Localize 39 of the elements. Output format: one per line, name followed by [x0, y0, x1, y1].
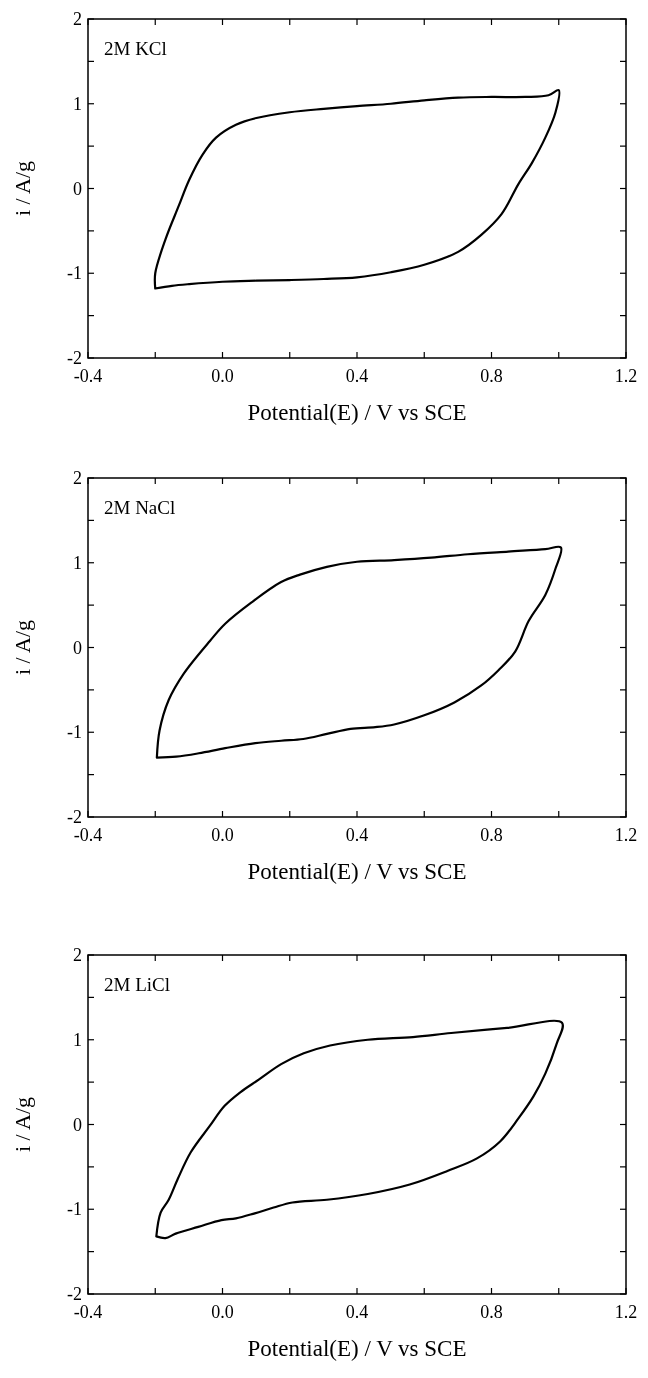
x-tick-label: 0.0: [211, 1302, 234, 1322]
annotation: 2M KCl: [104, 38, 167, 59]
x-tick-label: 1.2: [614, 1302, 638, 1322]
x-tick-label: 0.8: [480, 1302, 503, 1322]
x-axis-title: Potential(E) / V vs SCE: [247, 859, 467, 884]
x-tick-label: 0.4: [345, 825, 369, 845]
x-tick-label: 0.0: [211, 366, 234, 386]
y-axis-title: i / A/g: [10, 1096, 35, 1153]
y-tick-label: -2: [67, 1284, 82, 1304]
y-tick-label: 1: [73, 93, 82, 114]
annotation: 2M LiCl: [104, 974, 170, 995]
x-tick-label: 0.0: [211, 825, 234, 845]
y-tick-label: -1: [67, 722, 82, 743]
x-tick-label: 1.2: [614, 366, 638, 386]
x-tick-label: -0.4: [73, 366, 103, 386]
y-tick-label: -1: [67, 1199, 82, 1220]
y-tick-label: 0: [73, 1114, 82, 1135]
y-tick-label: 2: [73, 468, 82, 488]
x-tick-label: -0.4: [73, 1302, 103, 1322]
y-tick-label: 0: [73, 178, 82, 199]
x-axis-title: Potential(E) / V vs SCE: [247, 1336, 467, 1361]
x-tick-label: 0.8: [480, 825, 503, 845]
y-axis-title: i / A/g: [10, 619, 35, 676]
y-tick-label: 2: [73, 945, 82, 965]
y-tick-label: 1: [73, 1029, 82, 1050]
x-tick-label: 0.4: [345, 366, 369, 386]
x-tick-label: -0.4: [73, 825, 103, 845]
y-tick-label: 1: [73, 552, 82, 573]
y-tick-label: -2: [67, 348, 82, 368]
y-axis-title: i / A/g: [10, 160, 35, 217]
y-tick-label: -1: [67, 263, 82, 284]
y-tick-label: 0: [73, 637, 82, 658]
x-axis-title: Potential(E) / V vs SCE: [247, 400, 467, 425]
x-tick-label: 0.4: [345, 1302, 369, 1322]
y-tick-label: 2: [73, 9, 82, 29]
y-tick-label: -2: [67, 807, 82, 827]
x-tick-label: 1.2: [614, 825, 638, 845]
annotation: 2M NaCl: [104, 497, 176, 518]
x-tick-label: 0.8: [480, 366, 503, 386]
